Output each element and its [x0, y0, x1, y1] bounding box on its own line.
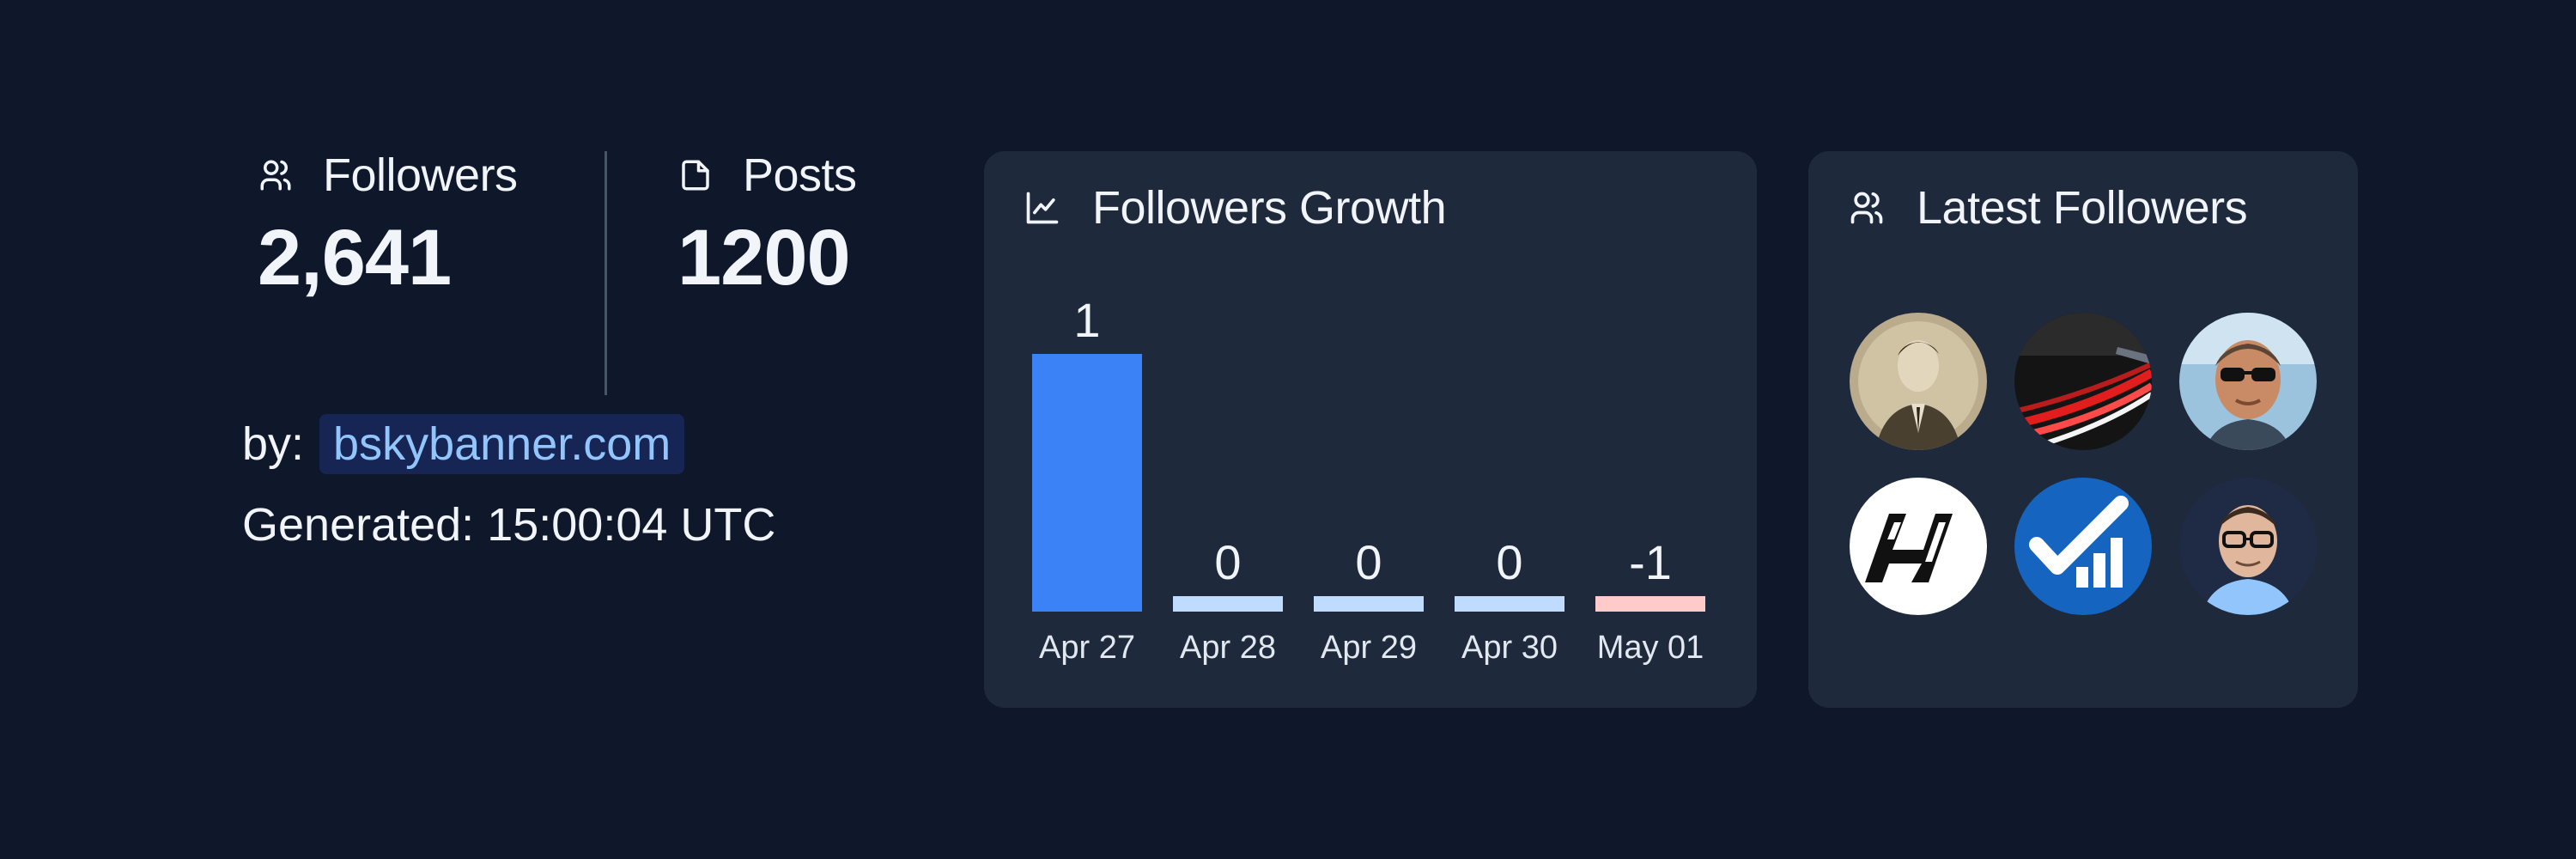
- avatar-check-signal-logo[interactable]: [2014, 478, 2152, 615]
- bar-value-label: 1: [1073, 293, 1100, 347]
- posts-stat: Posts 1200: [677, 149, 901, 395]
- file-icon: [677, 157, 714, 193]
- avatar-highway-lights[interactable]: [2014, 313, 2152, 450]
- byline-label: by:: [242, 418, 305, 470]
- users-icon: [1848, 189, 1886, 227]
- avatar-h-logo[interactable]: [1850, 478, 1987, 615]
- posts-label: Posts: [743, 149, 857, 201]
- bar-may-01: [1595, 596, 1705, 612]
- x-tick-label: Apr 27: [1039, 630, 1135, 666]
- followers-count: 2,641: [258, 214, 452, 302]
- bar-value-label: 0: [1496, 535, 1522, 589]
- avatar-grid: [1850, 313, 2317, 615]
- bar-apr-28: [1173, 596, 1283, 612]
- avatar-vintage-portrait[interactable]: [1850, 313, 1987, 450]
- followers-growth-chart: 1 Apr 27 0 Apr 28 0 Apr 29 0 Apr 30 -1 May 01: [1032, 293, 1705, 666]
- x-tick-label: Apr 30: [1461, 630, 1558, 666]
- avatar-glasses-man[interactable]: [2179, 478, 2317, 615]
- latest-followers-card: Latest Followers: [1808, 151, 2358, 708]
- stats-panel: Followers 2,641 Posts 1200: [258, 149, 901, 395]
- followers-growth-card: Followers Growth 1 Apr 27 0 Apr 28 0 Apr 29 0 A…: [984, 151, 1757, 708]
- x-tick-label: May 01: [1597, 630, 1704, 666]
- followers-stat: Followers 2,641: [258, 149, 605, 395]
- generated-timestamp: Generated: 15:00:04 UTC: [242, 499, 776, 551]
- byline: by: bskybanner.com: [242, 414, 685, 474]
- bar-apr-27: [1032, 354, 1142, 612]
- latest-followers-title: Latest Followers: [1917, 182, 2248, 234]
- followers-growth-title: Followers Growth: [1092, 182, 1447, 234]
- x-tick-label: Apr 29: [1321, 630, 1417, 666]
- stats-divider: [605, 151, 607, 395]
- bar-apr-29: [1314, 596, 1424, 612]
- posts-count: 1200: [677, 214, 851, 302]
- bar-apr-30: [1455, 596, 1564, 612]
- avatar-sunglasses-man[interactable]: [2179, 313, 2317, 450]
- bar-value-label: 0: [1355, 535, 1382, 589]
- bar-value-label: -1: [1629, 535, 1672, 589]
- bar-value-label: 0: [1214, 535, 1241, 589]
- x-tick-label: Apr 28: [1180, 630, 1276, 666]
- bskybanner-link[interactable]: bskybanner.com: [319, 414, 685, 474]
- users-icon: [258, 157, 294, 193]
- followers-label: Followers: [323, 149, 518, 201]
- line-chart-icon: [1024, 189, 1061, 227]
